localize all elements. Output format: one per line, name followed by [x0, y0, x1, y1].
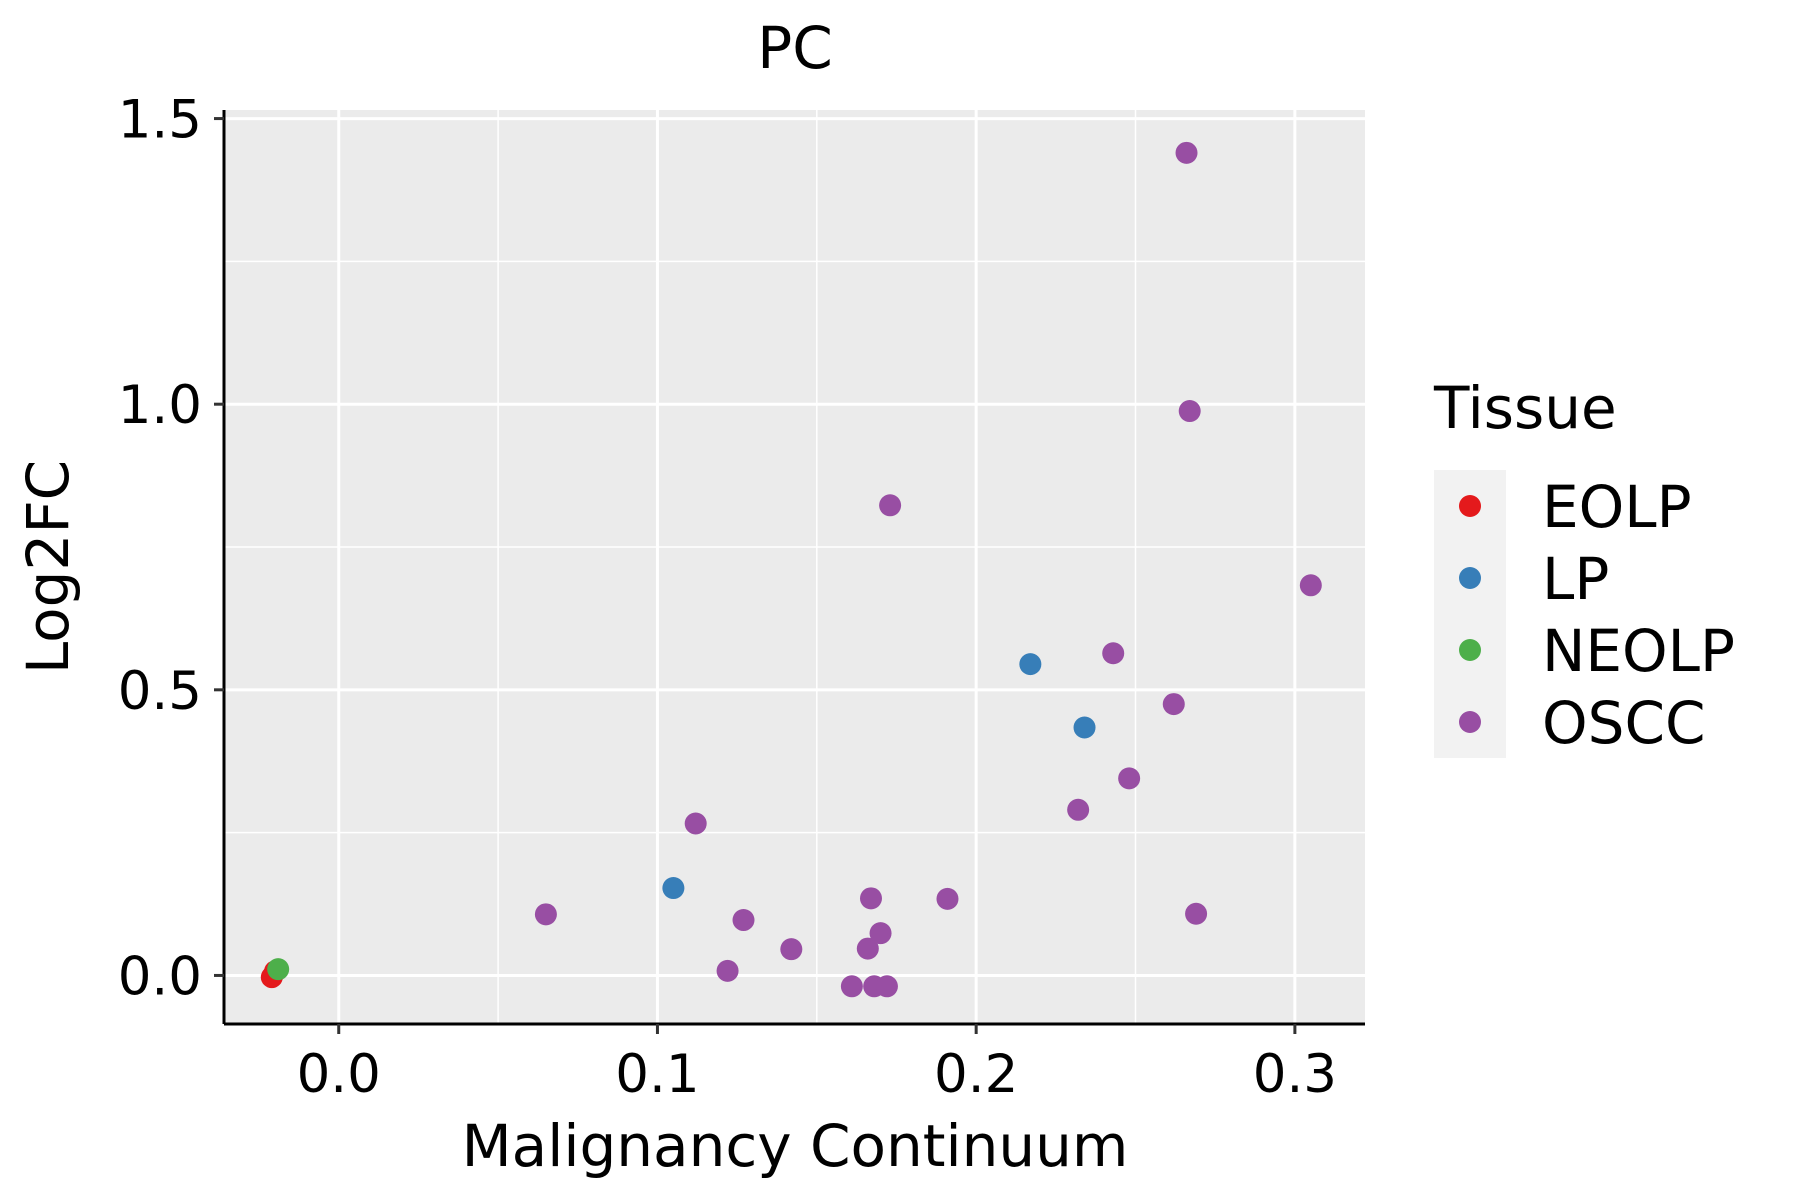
legend-key-neolp: [1459, 639, 1481, 661]
point-lp: [1019, 653, 1042, 676]
x-tick-label: 0.3: [1253, 1044, 1337, 1105]
y-axis-title: Log2FC: [14, 460, 82, 674]
point-oscc: [875, 975, 898, 998]
point-oscc: [732, 909, 755, 932]
x-axis-ticks: 0.0 0.1 0.2 0.3: [297, 1024, 1337, 1105]
point-oscc: [684, 812, 707, 835]
legend-label-neolp: NEOLP: [1542, 617, 1735, 685]
plot-panel: [224, 110, 1365, 1024]
legend-label-eolp: EOLP: [1542, 473, 1692, 541]
legend-title: Tissue: [1433, 374, 1617, 442]
major-gridlines: [224, 110, 1365, 1024]
y-tick-label: 0.0: [118, 946, 202, 1007]
legend-key-eolp: [1459, 495, 1481, 517]
point-oscc: [534, 903, 557, 926]
legend-item-oscc: OSCC: [1459, 689, 1705, 757]
chart-title: PC: [757, 14, 832, 82]
x-tick-label: 0.2: [934, 1044, 1018, 1105]
point-oscc: [1067, 798, 1090, 821]
legend-key-oscc: [1459, 711, 1481, 733]
data-points: [260, 141, 1322, 998]
legend-label-oscc: OSCC: [1542, 689, 1705, 757]
x-axis-title: Malignancy Continuum: [462, 1112, 1129, 1180]
point-lp: [662, 877, 685, 900]
point-oscc: [879, 494, 902, 517]
legend-item-lp: LP: [1459, 545, 1609, 613]
x-tick-label: 0.0: [297, 1044, 381, 1105]
point-oscc: [840, 975, 863, 998]
point-oscc: [1299, 574, 1322, 597]
legend-key-lp: [1459, 567, 1481, 589]
x-tick-label: 0.1: [615, 1044, 699, 1105]
point-oscc: [859, 887, 882, 910]
legend-key-background: [1434, 470, 1506, 758]
legend-item-eolp: EOLP: [1459, 473, 1692, 541]
point-oscc: [1118, 767, 1141, 790]
y-tick-label: 1.0: [118, 375, 202, 436]
y-axis-ticks: 0.0 0.5 1.0 1.5: [118, 90, 224, 1007]
point-oscc: [869, 922, 892, 945]
point-oscc: [1162, 693, 1185, 716]
legend-item-neolp: NEOLP: [1459, 617, 1735, 685]
point-neolp: [267, 958, 290, 981]
point-oscc: [1185, 902, 1208, 925]
point-oscc: [856, 937, 879, 960]
point-oscc: [716, 959, 739, 982]
legend-label-lp: LP: [1542, 545, 1609, 613]
point-oscc: [936, 887, 959, 910]
point-oscc: [780, 938, 803, 961]
y-tick-label: 0.5: [118, 661, 202, 722]
point-lp: [1073, 716, 1096, 739]
point-oscc: [1175, 141, 1198, 164]
minor-gridlines: [224, 110, 1365, 1024]
y-tick-label: 1.5: [118, 90, 202, 151]
point-oscc: [1178, 400, 1201, 423]
point-oscc: [1102, 642, 1125, 665]
